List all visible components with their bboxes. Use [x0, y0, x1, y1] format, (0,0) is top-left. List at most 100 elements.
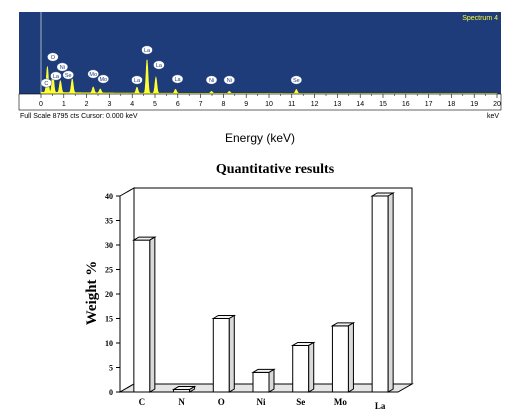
spectrum-footer-right: keV: [487, 113, 499, 120]
peak-label-text: Se: [65, 73, 72, 79]
x-tick-label: La: [375, 401, 386, 411]
spectrum-xlabel: Energy (keV): [225, 131, 295, 145]
bar-front: [292, 344, 310, 393]
spectrum-title: Spectrum 4: [462, 15, 498, 22]
spectrum-tick-label: 11: [288, 101, 295, 108]
x-axis-labels: C N O Ni Se Mo La: [139, 397, 386, 411]
spectrum-axis-strip: [18, 93, 502, 111]
x-tick-label: C: [139, 397, 146, 407]
peak-label-text: Se: [293, 78, 300, 84]
peak-label: Se: [62, 70, 74, 80]
spectrum-tick-label: 4: [130, 101, 134, 108]
spectrum-tick-label: 8: [221, 101, 225, 108]
peak-label-bubble: [47, 52, 59, 62]
spectrum-tick-label: 7: [199, 101, 203, 108]
bar: [211, 314, 237, 393]
side-wall: [119, 187, 135, 393]
bar-top: [251, 368, 276, 373]
peak-label: La: [153, 60, 165, 70]
spectrum-tick-label: 6: [176, 101, 180, 108]
bar-front: [252, 371, 270, 393]
spectrum-tick-label: 20: [493, 101, 501, 108]
bar-front: [331, 325, 349, 393]
bars: [132, 192, 395, 393]
peak-label: La: [131, 75, 143, 85]
spectrum-tick-label: 17: [425, 101, 433, 108]
bar-top: [132, 236, 157, 241]
spectrum-footer-left: Full Scale 8795 cts Cursor: 0.000 keV: [20, 113, 138, 120]
peak-label-bubble: [131, 75, 143, 85]
bar-side: [268, 368, 275, 393]
bar-side: [347, 321, 354, 393]
peak-label-bubble: [50, 71, 62, 81]
peak-label: La: [141, 45, 153, 55]
y-tick-label: 35: [105, 217, 113, 226]
peak-label-bubble: [290, 75, 303, 85]
bar-top: [211, 315, 237, 319]
peak-label: La: [50, 71, 62, 81]
peak-label-bubble: [97, 74, 109, 84]
peak-label-text: La: [144, 48, 151, 54]
peak-label-text: La: [156, 63, 163, 69]
bar-front: [371, 195, 389, 393]
peak-label: Se: [290, 75, 303, 85]
chart-frame: [118, 187, 414, 393]
spectrum-tick-label: 0: [39, 101, 43, 108]
spectrum-tick-label: 5: [153, 101, 157, 108]
spectrum-tick-label: 2: [85, 101, 89, 108]
peak-label-text: C: [44, 81, 48, 87]
spectrum-tick-label: 1: [62, 101, 66, 108]
peak-label-bubble: [171, 74, 184, 84]
bar-side: [308, 341, 315, 393]
back-wall: [133, 187, 413, 385]
bar-side: [149, 236, 156, 393]
peak-label-text: Ni: [227, 78, 232, 84]
bar-top: [330, 322, 356, 327]
peak-label-text: Ni: [209, 78, 214, 84]
peak-label-bubble: [87, 69, 99, 79]
peak-label-text: Mo: [89, 72, 97, 78]
x-tick-label: Mo: [334, 397, 347, 407]
y-tick-label: 25: [105, 266, 113, 275]
spectrum-tick-label: 3: [107, 101, 111, 108]
peak-label-bubble: [56, 62, 69, 72]
bar-top: [290, 341, 316, 346]
y-axis-ticks: 0 5 10 15 20 25 30 35 40: [105, 192, 120, 397]
x-tick-label: N: [178, 397, 185, 407]
spectrum-plot-area: [19, 12, 501, 94]
peak-label-bubble: [62, 70, 74, 80]
peak-label: O: [47, 52, 59, 62]
peak-label: Mo: [87, 69, 99, 79]
spectrum-tick-label: 12: [311, 101, 319, 108]
peak-label-bubble: [205, 75, 218, 85]
y-tick-label: 0: [109, 388, 113, 397]
bar-front: [212, 318, 230, 393]
spectrum-tick-label: 13: [334, 101, 342, 108]
spectrum-tick-label: 18: [448, 101, 456, 108]
peak-label: Ni: [56, 62, 69, 72]
y-tick-label: 5: [109, 364, 113, 373]
spectrum-tick-label: 15: [379, 101, 387, 108]
peak-label-text: Mo: [99, 77, 107, 83]
peak-label: La: [171, 74, 184, 84]
bar: [251, 368, 276, 393]
peak-label-bubble: [153, 60, 165, 70]
spectrum-tick-label: 19: [470, 101, 478, 108]
peak-label: C: [40, 78, 53, 88]
spectrum-ticks: 0 1 2 3 4 5 6 7 8 9 10 11 12 13 14 15 16 17 18 19 20: [39, 94, 501, 108]
peak-label: Ni: [205, 75, 218, 85]
floor: [118, 383, 414, 393]
bar: [171, 385, 197, 393]
y-tick-label: 15: [105, 315, 113, 324]
spectrum-tick-label: 9: [244, 101, 248, 108]
bar-front: [173, 389, 191, 393]
bar-front: [133, 239, 151, 393]
y-tick-label: 20: [105, 290, 113, 299]
bar: [290, 341, 316, 393]
spectrum-tick-label: 14: [356, 101, 364, 108]
peak-label-bubble: [141, 45, 153, 55]
bar: [132, 236, 157, 393]
bar-top: [171, 386, 197, 391]
